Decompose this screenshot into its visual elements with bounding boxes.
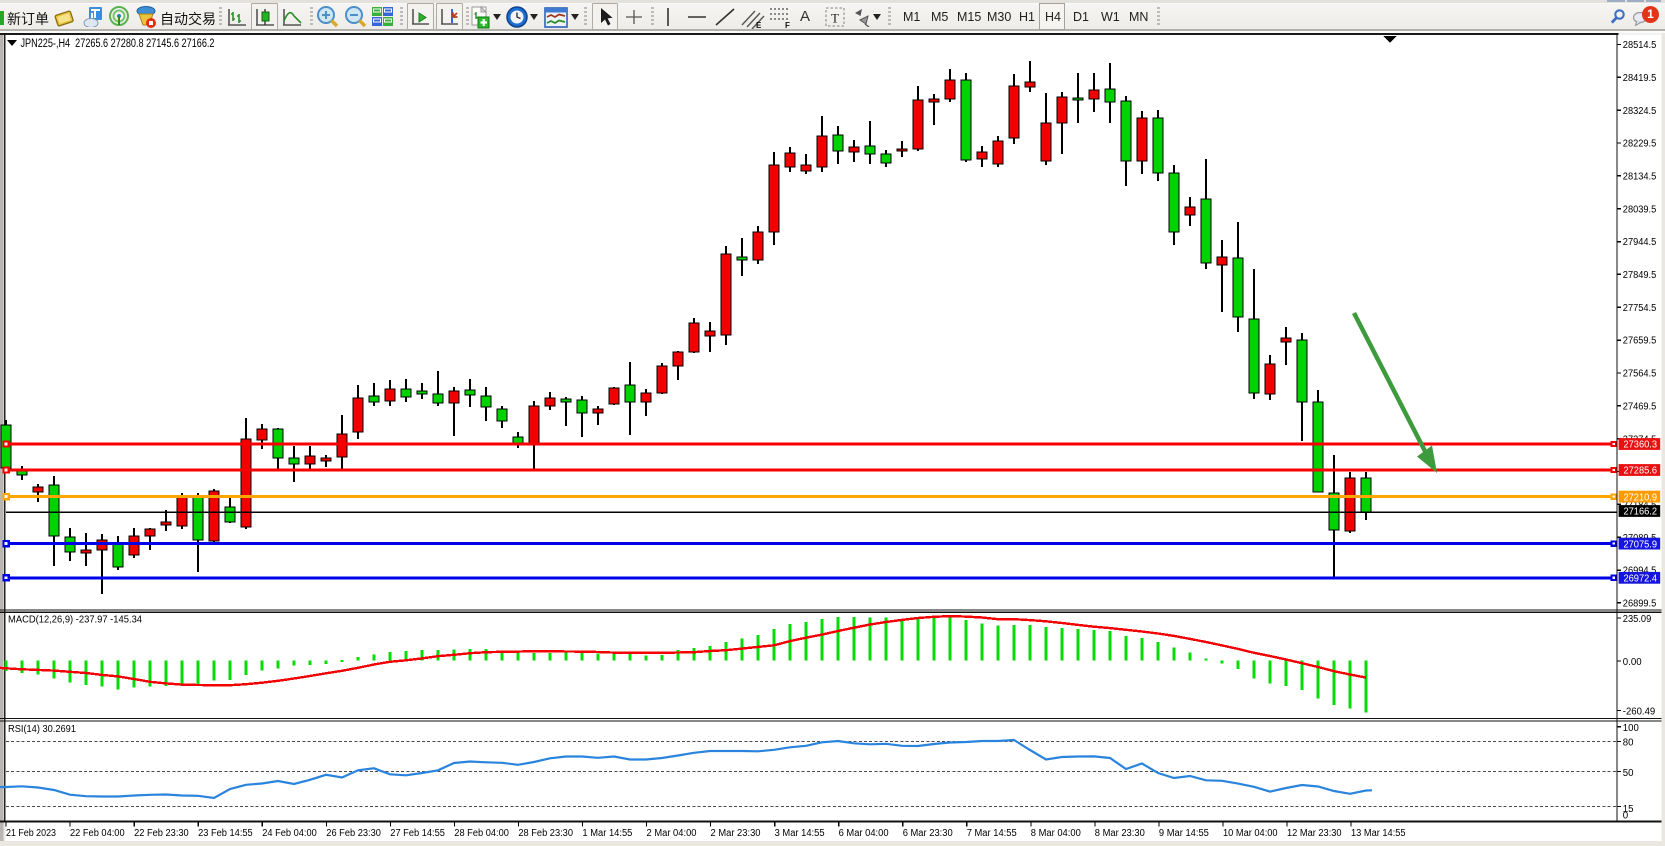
svg-text:27210.9: 27210.9 bbox=[1624, 492, 1658, 503]
svg-text:8 Mar 23:30: 8 Mar 23:30 bbox=[1095, 828, 1145, 839]
svg-text:1 Mar 14:55: 1 Mar 14:55 bbox=[582, 828, 632, 839]
svg-text:27659.5: 27659.5 bbox=[1623, 336, 1657, 347]
svg-text:28514.5: 28514.5 bbox=[1623, 40, 1657, 51]
svg-text:26899.5: 26899.5 bbox=[1623, 599, 1657, 610]
svg-text:80: 80 bbox=[1623, 738, 1634, 749]
svg-text:T: T bbox=[831, 11, 839, 26]
svg-text:28 Feb 04:00: 28 Feb 04:00 bbox=[454, 828, 509, 839]
svg-text:27754.5: 27754.5 bbox=[1623, 303, 1657, 314]
svg-text:50: 50 bbox=[1623, 768, 1634, 779]
svg-text:27469.5: 27469.5 bbox=[1623, 401, 1657, 412]
svg-text:22 Feb 04:00: 22 Feb 04:00 bbox=[70, 828, 125, 839]
svg-text:27360.3: 27360.3 bbox=[1624, 440, 1658, 451]
svg-text:26972.4: 26972.4 bbox=[1624, 574, 1658, 585]
svg-text:26 Feb 23:30: 26 Feb 23:30 bbox=[326, 828, 381, 839]
svg-text:27 Feb 14:55: 27 Feb 14:55 bbox=[390, 828, 445, 839]
svg-text:27166.2: 27166.2 bbox=[1624, 507, 1658, 518]
svg-text:9 Mar 14:55: 9 Mar 14:55 bbox=[1159, 828, 1209, 839]
svg-text:3 Mar 14:55: 3 Mar 14:55 bbox=[775, 828, 825, 839]
svg-text:6 Mar 04:00: 6 Mar 04:00 bbox=[839, 828, 889, 839]
svg-text:235.09: 235.09 bbox=[1623, 614, 1652, 625]
svg-text:26994.5: 26994.5 bbox=[1623, 566, 1657, 577]
svg-text:100: 100 bbox=[1623, 723, 1639, 734]
svg-text:27075.9: 27075.9 bbox=[1624, 539, 1658, 550]
svg-text:28229.5: 28229.5 bbox=[1623, 139, 1657, 150]
svg-text:28419.5: 28419.5 bbox=[1623, 73, 1657, 84]
svg-text:RSI(14) 30.2691: RSI(14) 30.2691 bbox=[8, 723, 76, 735]
svg-text:27944.5: 27944.5 bbox=[1623, 237, 1657, 248]
svg-text:2 Mar 04:00: 2 Mar 04:00 bbox=[647, 828, 697, 839]
svg-text:2 Mar 23:30: 2 Mar 23:30 bbox=[711, 828, 761, 839]
svg-text:27849.5: 27849.5 bbox=[1623, 270, 1657, 281]
svg-text:-260.49: -260.49 bbox=[1623, 706, 1656, 717]
svg-text:23 Feb 14:55: 23 Feb 14:55 bbox=[198, 828, 253, 839]
svg-text:10 Mar 04:00: 10 Mar 04:00 bbox=[1223, 828, 1278, 839]
svg-text:E: E bbox=[756, 21, 762, 29]
svg-text:27564.5: 27564.5 bbox=[1623, 369, 1657, 380]
svg-text:0: 0 bbox=[1623, 811, 1629, 822]
svg-text:MACD(12,26,9) -237.97 -145.34: MACD(12,26,9) -237.97 -145.34 bbox=[8, 614, 142, 626]
svg-text:28039.5: 28039.5 bbox=[1623, 204, 1657, 215]
svg-text:6 Mar 23:30: 6 Mar 23:30 bbox=[903, 828, 953, 839]
svg-text:15: 15 bbox=[1623, 804, 1634, 815]
svg-text:12 Mar 23:30: 12 Mar 23:30 bbox=[1287, 828, 1342, 839]
svg-text:28 Feb 23:30: 28 Feb 23:30 bbox=[518, 828, 573, 839]
svg-text:F: F bbox=[785, 21, 790, 29]
svg-text:21 Feb 2023: 21 Feb 2023 bbox=[6, 828, 56, 839]
svg-text:22 Feb 23:30: 22 Feb 23:30 bbox=[134, 828, 189, 839]
svg-text:27285.6: 27285.6 bbox=[1624, 466, 1658, 477]
svg-text:8 Mar 04:00: 8 Mar 04:00 bbox=[1031, 828, 1081, 839]
svg-text:24 Feb 04:00: 24 Feb 04:00 bbox=[262, 828, 317, 839]
svg-text:0.00: 0.00 bbox=[1623, 657, 1642, 668]
svg-text:JPN225-,H4 27265.6 27280.8 27: JPN225-,H4 27265.6 27280.8 27145.6 27166… bbox=[21, 38, 215, 50]
svg-text:7 Mar 14:55: 7 Mar 14:55 bbox=[967, 828, 1017, 839]
svg-text:28324.5: 28324.5 bbox=[1623, 106, 1657, 117]
svg-text:28134.5: 28134.5 bbox=[1623, 172, 1657, 183]
svg-text:13 Mar 14:55: 13 Mar 14:55 bbox=[1351, 828, 1406, 839]
